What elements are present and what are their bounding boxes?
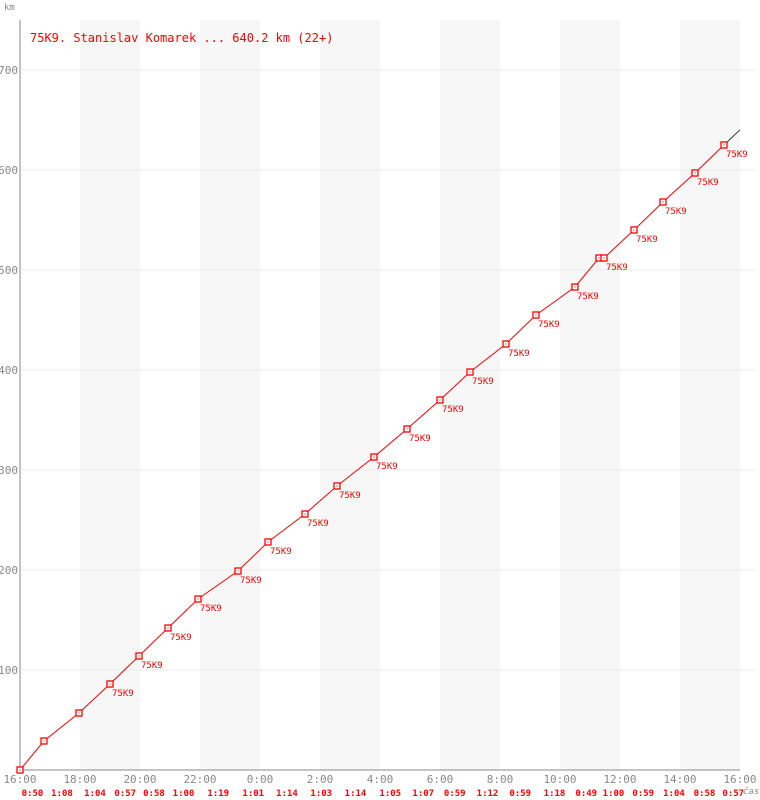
x-axis-label: čas [743, 786, 759, 797]
point-label: 75K9 [200, 604, 222, 614]
data-point-center [574, 286, 576, 288]
point-label: 75K9 [538, 320, 560, 330]
chart-title: 75K9. Stanislav Komarek ... 640.2 km (22… [30, 31, 333, 45]
data-point-center [336, 485, 338, 487]
lap-time-label: 1:14 [276, 789, 298, 799]
lap-time-label: 1:00 [603, 789, 625, 799]
y-axis-label: km [4, 3, 15, 13]
x-tick-label: 4:00 [367, 773, 394, 786]
y-tick-label: 400 [0, 364, 18, 377]
y-tick-label: 100 [0, 664, 18, 677]
point-label: 75K9 [442, 405, 464, 415]
data-point-center [694, 172, 696, 174]
data-point-center [78, 712, 80, 714]
x-tick-label: 2:00 [307, 773, 334, 786]
data-point-center [469, 371, 471, 373]
x-tick-label: 8:00 [487, 773, 514, 786]
y-tick-label: 200 [0, 564, 18, 577]
x-tick-label: 22:00 [183, 773, 216, 786]
point-label: 75K9 [636, 235, 658, 245]
data-point-center [373, 456, 375, 458]
data-point-center [633, 229, 635, 231]
data-point-center [535, 314, 537, 316]
point-label: 75K9 [472, 377, 494, 387]
point-label: 75K9 [726, 150, 748, 160]
data-point-center [43, 740, 45, 742]
point-label: 75K9 [508, 349, 530, 359]
background-band [200, 20, 260, 770]
point-label: 75K9 [170, 633, 192, 643]
x-tick-label: 16:00 [723, 773, 756, 786]
background-band [320, 20, 380, 770]
lap-time-label: 1:01 [242, 789, 264, 799]
point-label: 75K9 [339, 491, 361, 501]
lap-time-label: 1:08 [51, 789, 73, 799]
lap-time-label: 0:58 [143, 789, 165, 799]
lap-time-label: 1:18 [544, 789, 566, 799]
x-tick-label: 0:00 [247, 773, 274, 786]
point-label: 75K9 [577, 292, 599, 302]
lap-time-label: 1:12 [477, 789, 499, 799]
point-label: 75K9 [112, 689, 134, 699]
data-point-center [598, 257, 600, 259]
point-label: 75K9 [270, 547, 292, 557]
lap-time-label: 0:49 [575, 789, 597, 799]
lap-time-label: 0:59 [632, 789, 654, 799]
lap-time-label: 1:19 [207, 789, 229, 799]
data-point-center [138, 655, 140, 657]
lap-time-label: 0:59 [444, 789, 466, 799]
x-tick-label: 18:00 [63, 773, 96, 786]
lap-time-label: 0:57 [722, 789, 744, 799]
lap-time-label: 1:05 [379, 789, 401, 799]
lap-time-label: 0:50 [22, 789, 44, 799]
point-label: 75K9 [240, 576, 262, 586]
data-point-center [439, 399, 441, 401]
y-tick-label: 500 [0, 264, 18, 277]
background-band [680, 20, 740, 770]
point-label: 75K9 [307, 519, 329, 529]
data-point-center [505, 343, 507, 345]
data-point-center [662, 201, 664, 203]
x-tick-label: 6:00 [427, 773, 454, 786]
x-tick-label: 12:00 [603, 773, 636, 786]
data-point-center [167, 627, 169, 629]
lap-time-label: 1:00 [173, 789, 195, 799]
series-line [19, 144, 725, 771]
data-point-center [406, 428, 408, 430]
point-label: 75K9 [376, 462, 398, 472]
background-band [560, 20, 620, 770]
x-tick-label: 14:00 [663, 773, 696, 786]
lap-time-label: 0:57 [114, 789, 136, 799]
y-tick-label: 600 [0, 164, 18, 177]
data-point-center [237, 570, 239, 572]
y-tick-label: 700 [0, 64, 18, 77]
lap-time-label: 1:04 [84, 789, 106, 799]
point-label: 75K9 [606, 263, 628, 273]
lap-time-label: 1:07 [412, 789, 434, 799]
x-tick-label: 16:00 [3, 773, 36, 786]
data-point-center [723, 144, 725, 146]
data-point-center [304, 513, 306, 515]
lap-time-label: 1:04 [663, 789, 685, 799]
data-point-center [109, 683, 111, 685]
background-band [80, 20, 140, 770]
point-label: 75K9 [141, 661, 163, 671]
point-label: 75K9 [665, 207, 687, 217]
point-label: 75K9 [409, 434, 431, 444]
lap-time-label: 0:59 [509, 789, 531, 799]
data-point-center [19, 769, 21, 771]
lap-time-label: 1:14 [345, 789, 367, 799]
y-tick-label: 300 [0, 464, 18, 477]
lap-time-label: 0:58 [694, 789, 716, 799]
x-tick-label: 20:00 [123, 773, 156, 786]
data-point-center [197, 598, 199, 600]
lap-time-label: 1:03 [310, 789, 332, 799]
background-band [440, 20, 500, 770]
data-point-center [603, 257, 605, 259]
data-point-center [267, 541, 269, 543]
x-tick-label: 10:00 [543, 773, 576, 786]
point-label: 75K9 [697, 178, 719, 188]
